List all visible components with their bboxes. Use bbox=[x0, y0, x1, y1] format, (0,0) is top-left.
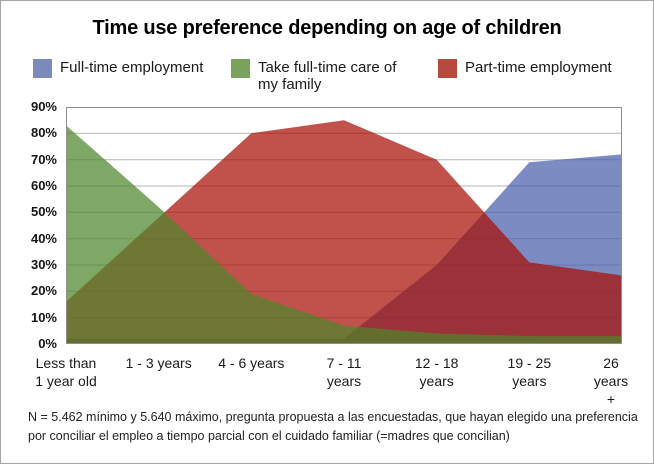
x-tick-label: Less than 1 year old bbox=[35, 355, 97, 390]
y-tick-label: 0% bbox=[38, 336, 57, 351]
legend-swatch-icon bbox=[33, 59, 52, 78]
y-tick-label: 50% bbox=[30, 204, 57, 220]
legend-item-part-time-employment: Part-time employment bbox=[438, 59, 640, 78]
plot-area bbox=[66, 107, 622, 344]
legend-label: Full-time employment bbox=[60, 59, 204, 76]
legend-swatch-icon bbox=[438, 59, 457, 78]
y-tick-label: 30% bbox=[30, 257, 57, 272]
x-tick-label: 4 - 6 years bbox=[218, 355, 285, 371]
legend-label: Take full-time care of my family bbox=[258, 59, 397, 94]
chart-title: Time use preference depending on age of … bbox=[92, 17, 562, 39]
y-tick-label: 90% bbox=[30, 99, 57, 114]
x-tick-label: 19 - 25 years bbox=[507, 355, 552, 390]
footnote: N = 5.462 mínimo y 5.640 máximo, pregunt… bbox=[28, 410, 638, 443]
legend-item-take-full-time-care-of-my-family: Take full-time care of my family bbox=[231, 59, 410, 94]
y-tick-label: 40% bbox=[30, 230, 57, 246]
y-tick-label: 60% bbox=[30, 178, 57, 193]
y-tick-label: 70% bbox=[30, 151, 57, 167]
legend-item-full-time-employment: Full-time employment bbox=[33, 59, 230, 78]
x-tick-label: 12 - 18 years bbox=[414, 355, 459, 390]
x-tick-label: 26 years + bbox=[593, 355, 629, 408]
y-tick-label: 10% bbox=[30, 309, 57, 325]
legend-swatch-icon bbox=[231, 59, 250, 78]
y-tick-label: 20% bbox=[30, 283, 57, 299]
area-take-full-time-care-of-my-family bbox=[66, 125, 622, 344]
x-tick-label: 1 - 3 years bbox=[125, 355, 192, 371]
x-tick-label: 7 - 11 years bbox=[326, 355, 362, 390]
plot-border bbox=[66, 107, 622, 344]
y-tick-label: 80% bbox=[30, 125, 57, 141]
legend-label: Part-time employment bbox=[465, 59, 612, 76]
